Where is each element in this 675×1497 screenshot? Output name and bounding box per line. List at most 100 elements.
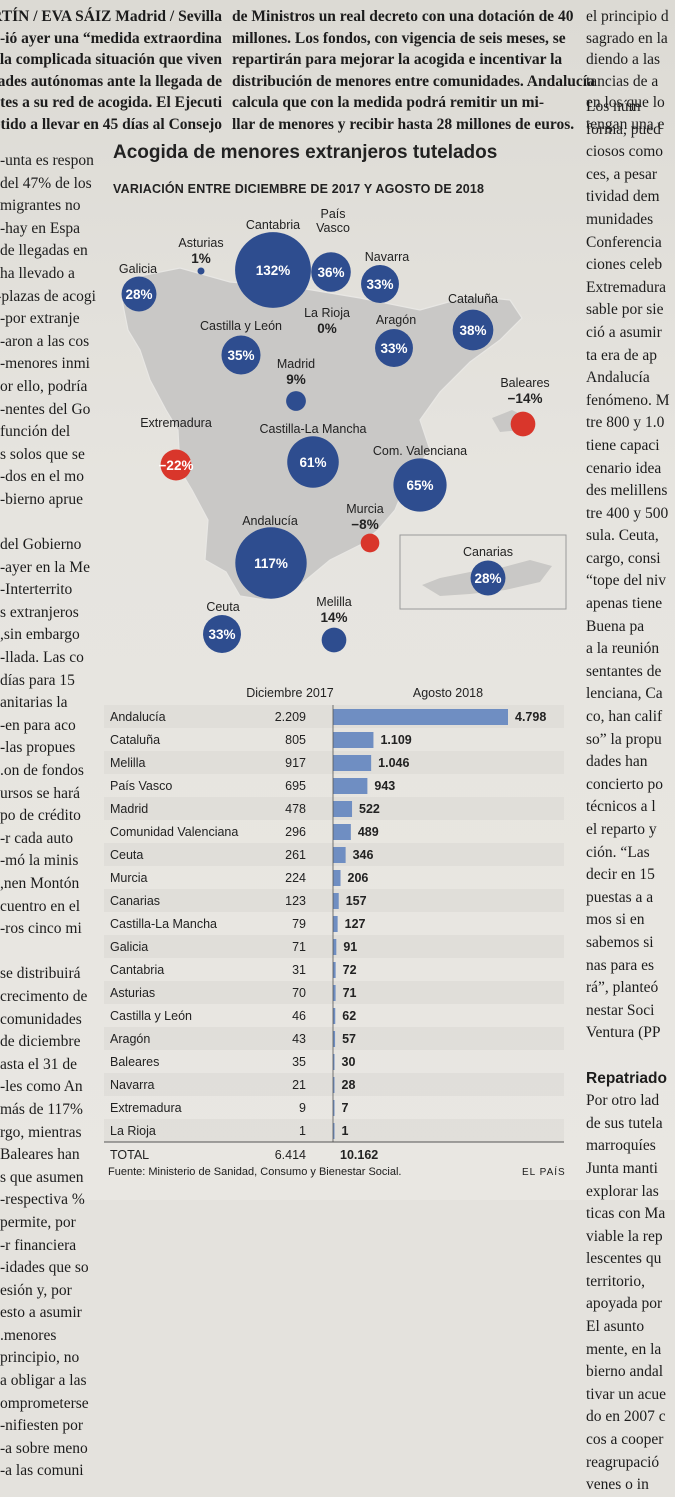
intro-right-column: el principio d sagrado en la diendo a las t… bbox=[586, 6, 675, 135]
left-column-line: anitarias la bbox=[0, 694, 68, 712]
left-column-line: 117% más de bbox=[0, 1100, 83, 1118]
intro-left-line: ntes a su red de acogida. El Ejecuti- bbox=[0, 94, 222, 111]
left-column-line bbox=[0, 512, 96, 535]
intro-left-line: ades autónomas ante la llegada de bbox=[0, 72, 222, 90]
left-column-line: nifiesten por- bbox=[0, 1417, 84, 1435]
left-column-line: ros cinco mi- bbox=[0, 920, 82, 938]
right-column-line: territorio, bbox=[586, 1272, 645, 1290]
right-column-line bbox=[586, 1045, 675, 1068]
left-column-line: a sobre meno- bbox=[0, 1439, 88, 1457]
right-column-line: tre 400 y 500 bbox=[586, 504, 669, 522]
right-column-line: mos si en bbox=[586, 911, 645, 929]
intro-mid-line: calcula que con la medida podrá remitir … bbox=[232, 94, 545, 111]
right-column-line: rá”, planteó bbox=[586, 979, 659, 997]
left-column-line: a obligar a las bbox=[0, 1372, 87, 1390]
left-column-line: llada. Las co- bbox=[0, 649, 84, 667]
right-column-line: ticas con Ma bbox=[586, 1205, 666, 1223]
left-text-column: unta es respon-del 47% de los migrantes n… bbox=[0, 150, 96, 1483]
left-column-line: r cada auto- bbox=[0, 829, 74, 847]
intro-right-line: en los que lo bbox=[586, 94, 665, 111]
intro-left-line: ió ayer una “medida extraordina- bbox=[0, 29, 222, 47]
right-column-line: apoyada por bbox=[586, 1295, 663, 1313]
right-column-line: so” la propu bbox=[586, 730, 662, 748]
left-column-line: rgo, mientras bbox=[0, 1123, 82, 1141]
right-column-line: Buena pa bbox=[586, 617, 645, 635]
right-text-column: Los núm forma, pued ciosos como ces, a pesa… bbox=[586, 96, 675, 1497]
right-column-line: tividad dem bbox=[586, 188, 660, 206]
right-column-line: tre 800 y 1.0 bbox=[586, 414, 665, 432]
right-column-line: fenómeno. M bbox=[586, 391, 670, 409]
left-column-line: s extranjeros bbox=[0, 603, 79, 621]
intro-mid-line: repartirán para mejorar la acogida e inc… bbox=[232, 51, 563, 68]
left-column-line: por extranje- bbox=[0, 310, 80, 328]
intro-right-line: diendo a las bbox=[586, 51, 661, 68]
right-column-line: de sus tutela bbox=[586, 1114, 663, 1132]
left-column-line: s solos que se bbox=[0, 445, 85, 463]
graphic-title: Acogida de menores extranjeros tutelados bbox=[113, 142, 498, 163]
left-column-line bbox=[0, 941, 96, 964]
left-column-line: or ello, podría bbox=[0, 377, 88, 395]
left-column-line: en para aco- bbox=[0, 716, 76, 734]
right-column-line: sable por sie bbox=[586, 301, 664, 319]
right-column-line: forma, pued bbox=[586, 120, 661, 138]
right-column-line: Repatriado bbox=[586, 1069, 667, 1087]
right-column-line: “tope del niv bbox=[586, 572, 667, 590]
left-column-line: les como An- bbox=[0, 1078, 83, 1096]
left-column-line: hay en Espa- bbox=[0, 219, 81, 237]
left-column-line: comunidades bbox=[0, 1010, 82, 1028]
left-column-line: las propues- bbox=[0, 739, 76, 757]
left-column-line: ha llevado a bbox=[0, 264, 75, 282]
left-column-line: principio, no bbox=[0, 1349, 80, 1367]
right-column-line: apenas tiene bbox=[586, 595, 663, 613]
intro-right-line: sagrado en la bbox=[586, 29, 668, 47]
left-column-line: r financiera- bbox=[0, 1236, 77, 1254]
right-column-line: ciosos como bbox=[586, 143, 664, 161]
left-column-line: ursos se hará bbox=[0, 784, 81, 802]
left-column-line: menores inmi- bbox=[0, 355, 90, 373]
right-column-line: ció a asumir bbox=[586, 323, 662, 341]
right-column-line: cos a cooper bbox=[586, 1431, 664, 1449]
intro-mid-line: millones. Los fondos, con vigencia de se… bbox=[232, 29, 566, 47]
right-column-line: Ventura (PP bbox=[586, 1024, 661, 1042]
intro-right-line: tancias de a bbox=[586, 72, 659, 90]
left-column-line: plazas de acogi- bbox=[0, 287, 96, 305]
left-column-line: del 47% de los bbox=[0, 174, 92, 192]
left-column-line: unta es respon- bbox=[0, 152, 94, 169]
right-column-line: El asunto bbox=[586, 1318, 645, 1336]
intro-middle-column: de Ministros un real decreto con una dot… bbox=[232, 6, 595, 135]
right-column-line: nas para es bbox=[586, 956, 654, 974]
right-column-line: nestar Soci bbox=[586, 1001, 655, 1019]
graphic-subtitle: VARIACIÓN ENTRE DICIEMBRE DE 2017 Y AGOS… bbox=[113, 182, 485, 196]
brand-logo-text: EL PAÍS bbox=[522, 1167, 566, 1178]
right-column-line: do en 2007 c bbox=[586, 1408, 666, 1426]
right-column-line: viable la rep bbox=[586, 1227, 663, 1245]
left-column-line: migrantes no bbox=[0, 197, 81, 215]
left-column-line: de diciembre bbox=[0, 1033, 81, 1051]
right-column-line: venes o in bbox=[586, 1476, 649, 1494]
left-column-line: mó la minis- bbox=[0, 852, 79, 870]
right-column-line: Andalucía bbox=[586, 369, 650, 387]
left-column-line: nentes del Go- bbox=[0, 400, 91, 418]
intro-left-column: ARTÍN / EVA SÁIZ Madrid / Sevilla ió ayer… bbox=[0, 6, 222, 135]
intro-left-line: la complicada situación que viven bbox=[0, 51, 222, 68]
left-column-line: esión y, por bbox=[0, 1281, 72, 1299]
right-column-line: bierno andal bbox=[586, 1363, 664, 1381]
right-column-line: explorar las bbox=[586, 1182, 659, 1200]
right-column-line: munidades bbox=[586, 210, 654, 228]
left-column-line: idades que so- bbox=[0, 1259, 89, 1277]
left-column-line: esto a asumir bbox=[0, 1304, 82, 1322]
right-column-line: des melillens bbox=[586, 482, 668, 500]
left-column-line: sin embargo, bbox=[0, 626, 80, 644]
right-column-line: ces, a pesar bbox=[586, 165, 657, 183]
left-column-line: crecimento de bbox=[0, 987, 88, 1005]
left-column-line: bierno aprue- bbox=[0, 490, 84, 508]
intro-mid-line: llar de menores y recibir hasta 28 millo… bbox=[232, 115, 575, 133]
right-column-line: sula. Ceuta, bbox=[586, 527, 659, 545]
right-column-line: Los núm bbox=[586, 98, 641, 115]
right-column-line: lenciana, Ca bbox=[586, 685, 663, 703]
right-column-line: ción. “Las bbox=[586, 843, 650, 861]
right-column-line: co, han calif bbox=[586, 708, 663, 726]
right-column-line: tivar un acue bbox=[586, 1385, 667, 1403]
left-column-line: función del bbox=[0, 423, 71, 441]
left-column-line: on de fondos. bbox=[0, 762, 84, 780]
